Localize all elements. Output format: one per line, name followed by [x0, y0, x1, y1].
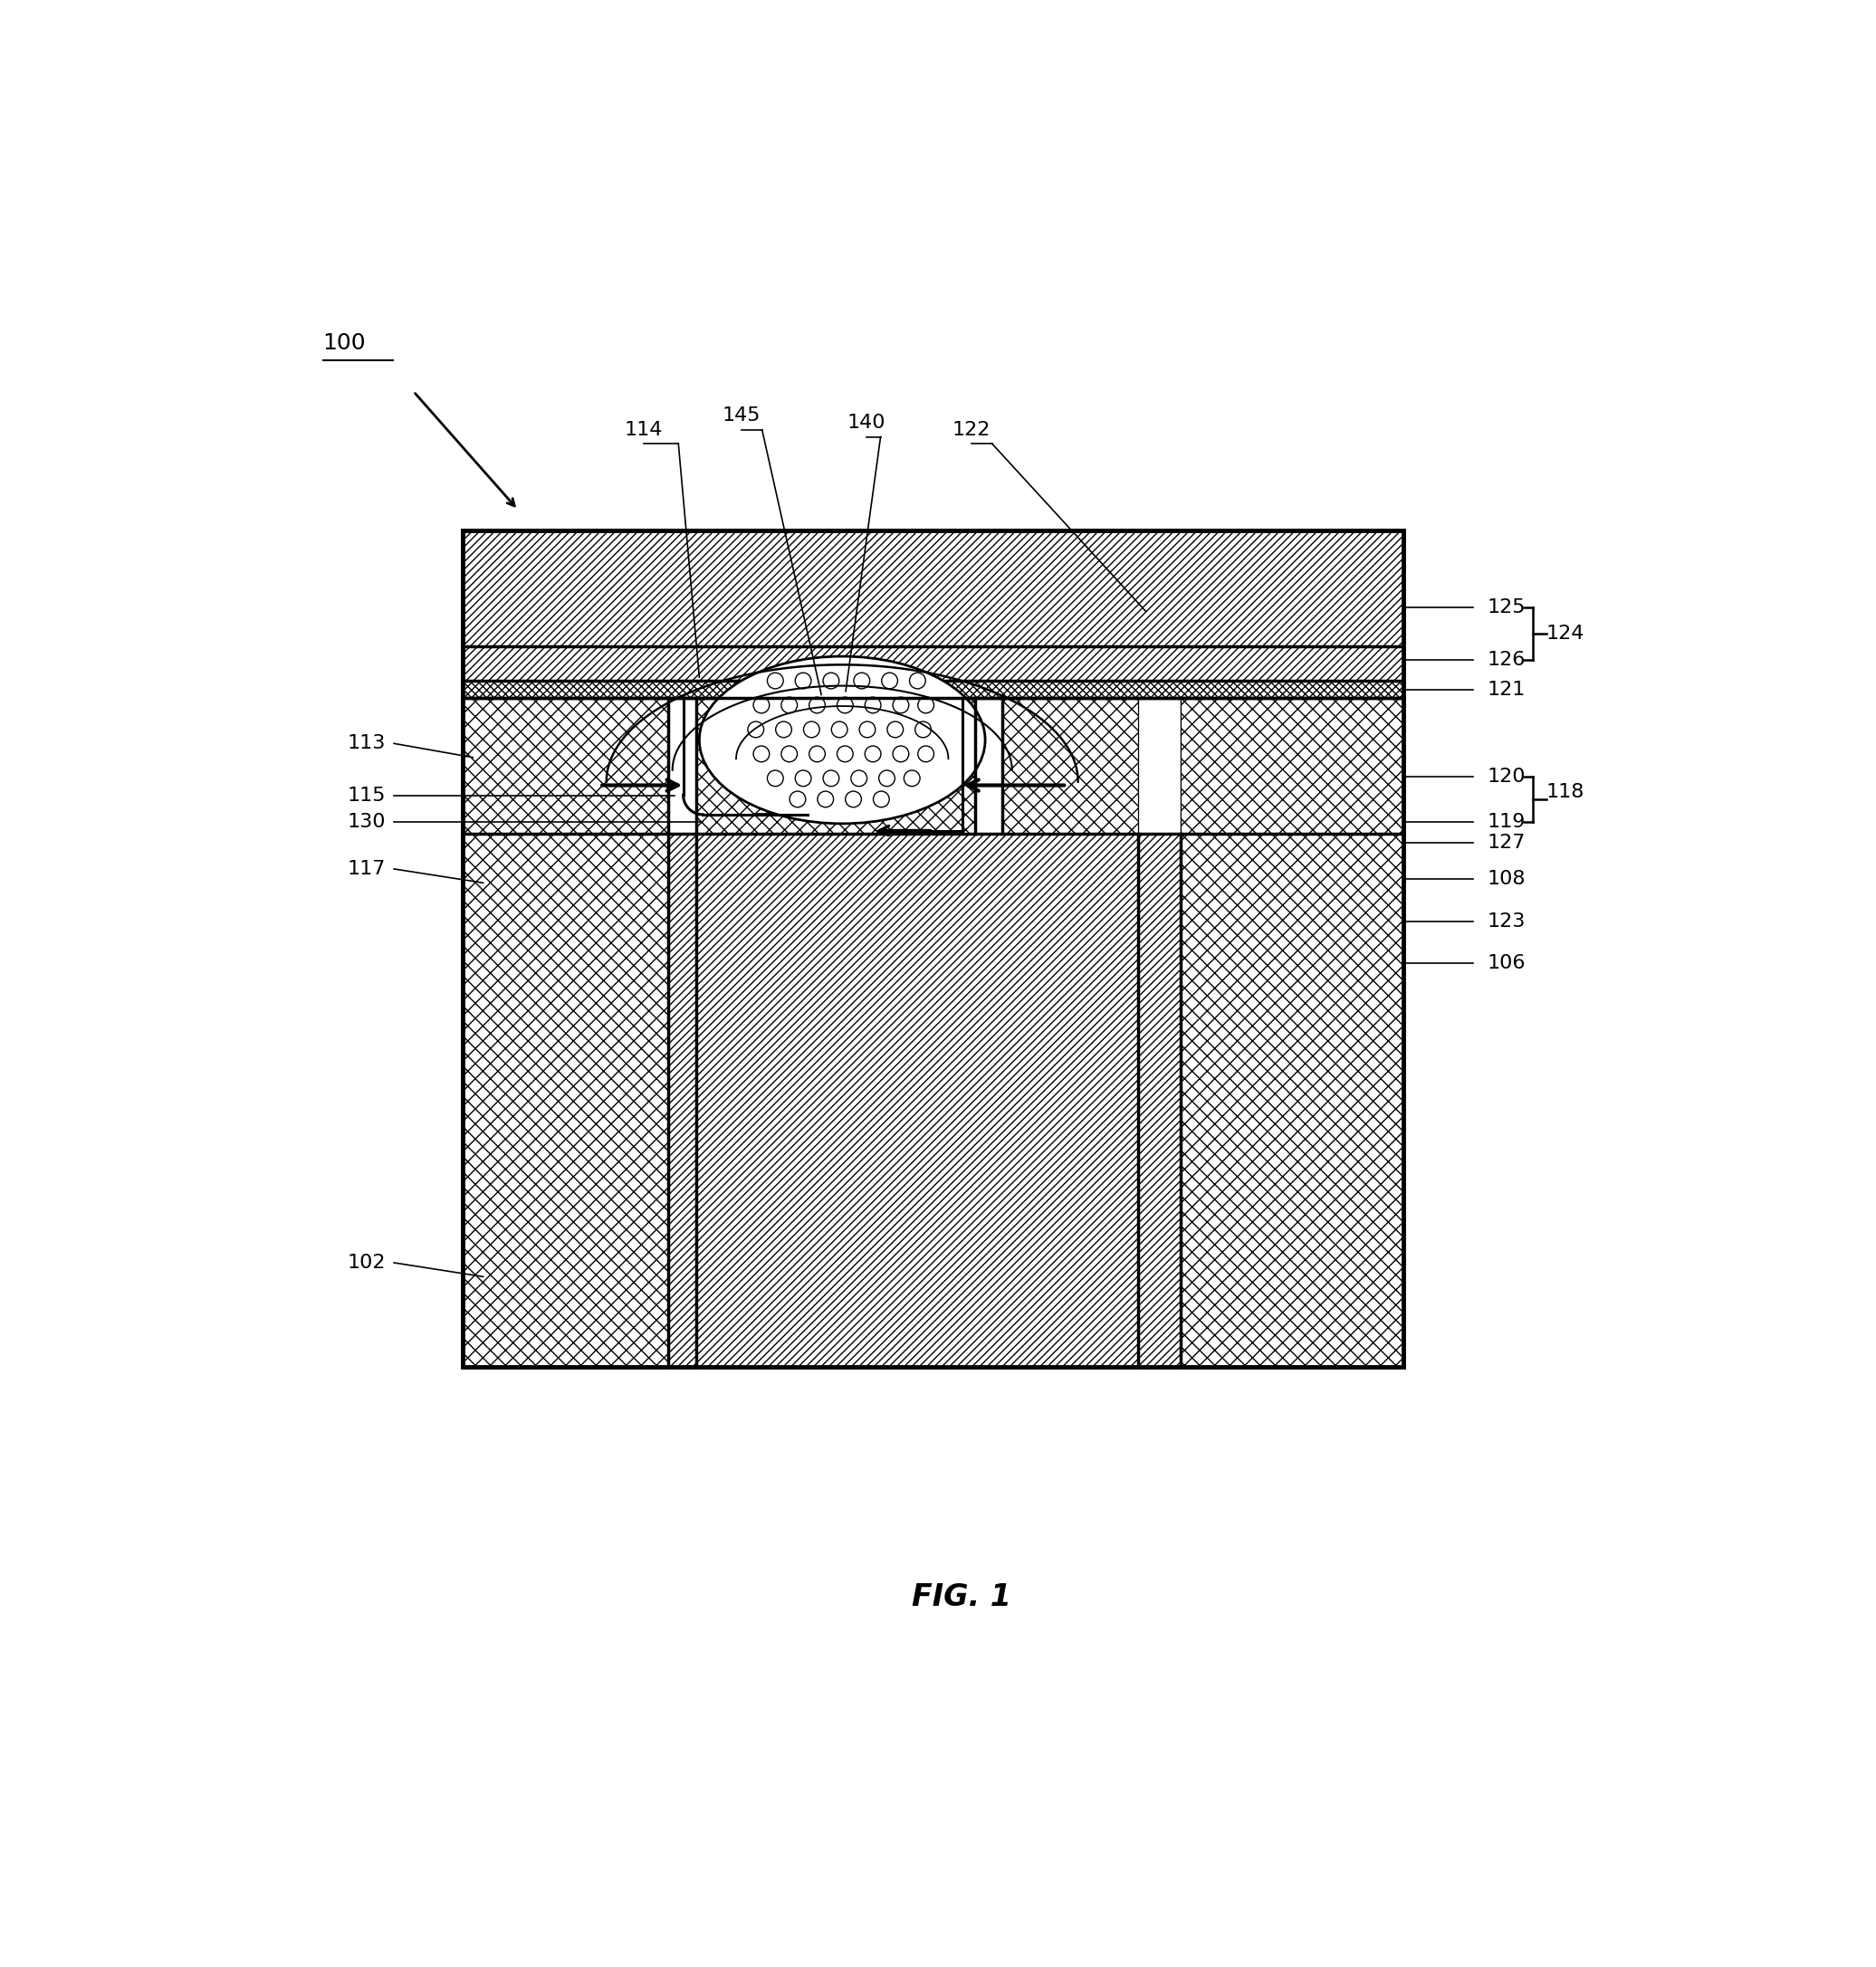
Bar [1002, 698, 1139, 834]
Text: 121: 121 [1488, 681, 1525, 698]
Bar [461, 531, 1403, 645]
Text: 113: 113 [347, 734, 386, 753]
Circle shape [915, 722, 930, 738]
Circle shape [754, 696, 769, 714]
Circle shape [767, 771, 784, 787]
Circle shape [780, 745, 797, 761]
Circle shape [780, 696, 797, 714]
Bar [1180, 698, 1403, 1367]
Text: 117: 117 [347, 860, 386, 877]
Bar [461, 645, 1403, 681]
Circle shape [837, 745, 854, 761]
Circle shape [865, 696, 882, 714]
Text: 100: 100 [323, 332, 366, 354]
Circle shape [887, 722, 902, 738]
Circle shape [872, 791, 889, 806]
Circle shape [775, 722, 792, 738]
Circle shape [809, 745, 825, 761]
Circle shape [795, 771, 810, 787]
Circle shape [824, 673, 839, 688]
Text: 118: 118 [1546, 783, 1585, 801]
Circle shape [910, 673, 925, 688]
Circle shape [803, 722, 820, 738]
Bar [461, 698, 668, 834]
Circle shape [754, 745, 769, 761]
Text: 106: 106 [1488, 954, 1525, 972]
Text: 140: 140 [848, 413, 885, 433]
Text: 124: 124 [1546, 626, 1585, 643]
Circle shape [852, 771, 867, 787]
Bar [461, 531, 1403, 1367]
Text: 114: 114 [625, 421, 662, 439]
Circle shape [865, 745, 882, 761]
Text: 102: 102 [347, 1253, 386, 1273]
Ellipse shape [700, 657, 985, 824]
Circle shape [882, 673, 897, 688]
Text: 120: 120 [1488, 767, 1525, 787]
Circle shape [790, 791, 805, 806]
Text: 145: 145 [722, 407, 760, 425]
Text: 123: 123 [1488, 913, 1525, 930]
Text: 119: 119 [1488, 812, 1525, 830]
Bar [1180, 698, 1403, 834]
Circle shape [893, 745, 908, 761]
Circle shape [854, 673, 870, 688]
Text: 125: 125 [1488, 598, 1525, 616]
Text: 130: 130 [347, 812, 386, 830]
Text: 115: 115 [347, 787, 386, 805]
Circle shape [837, 696, 854, 714]
Text: 108: 108 [1488, 869, 1525, 889]
Circle shape [749, 722, 764, 738]
Circle shape [767, 673, 784, 688]
Circle shape [795, 673, 810, 688]
Circle shape [878, 771, 895, 787]
Circle shape [917, 696, 934, 714]
Text: 122: 122 [951, 421, 991, 439]
Circle shape [809, 696, 825, 714]
Circle shape [904, 771, 919, 787]
Circle shape [859, 722, 876, 738]
Circle shape [824, 771, 839, 787]
Circle shape [917, 745, 934, 761]
Text: FIG. 1: FIG. 1 [912, 1581, 1011, 1613]
Circle shape [846, 791, 861, 806]
Circle shape [831, 722, 848, 738]
Bar [461, 681, 1403, 698]
Text: 126: 126 [1488, 651, 1525, 669]
Bar [668, 834, 1180, 1367]
Text: 127: 127 [1488, 834, 1525, 852]
Circle shape [893, 696, 908, 714]
Bar [461, 698, 668, 1367]
Circle shape [818, 791, 833, 806]
Bar [696, 698, 976, 834]
